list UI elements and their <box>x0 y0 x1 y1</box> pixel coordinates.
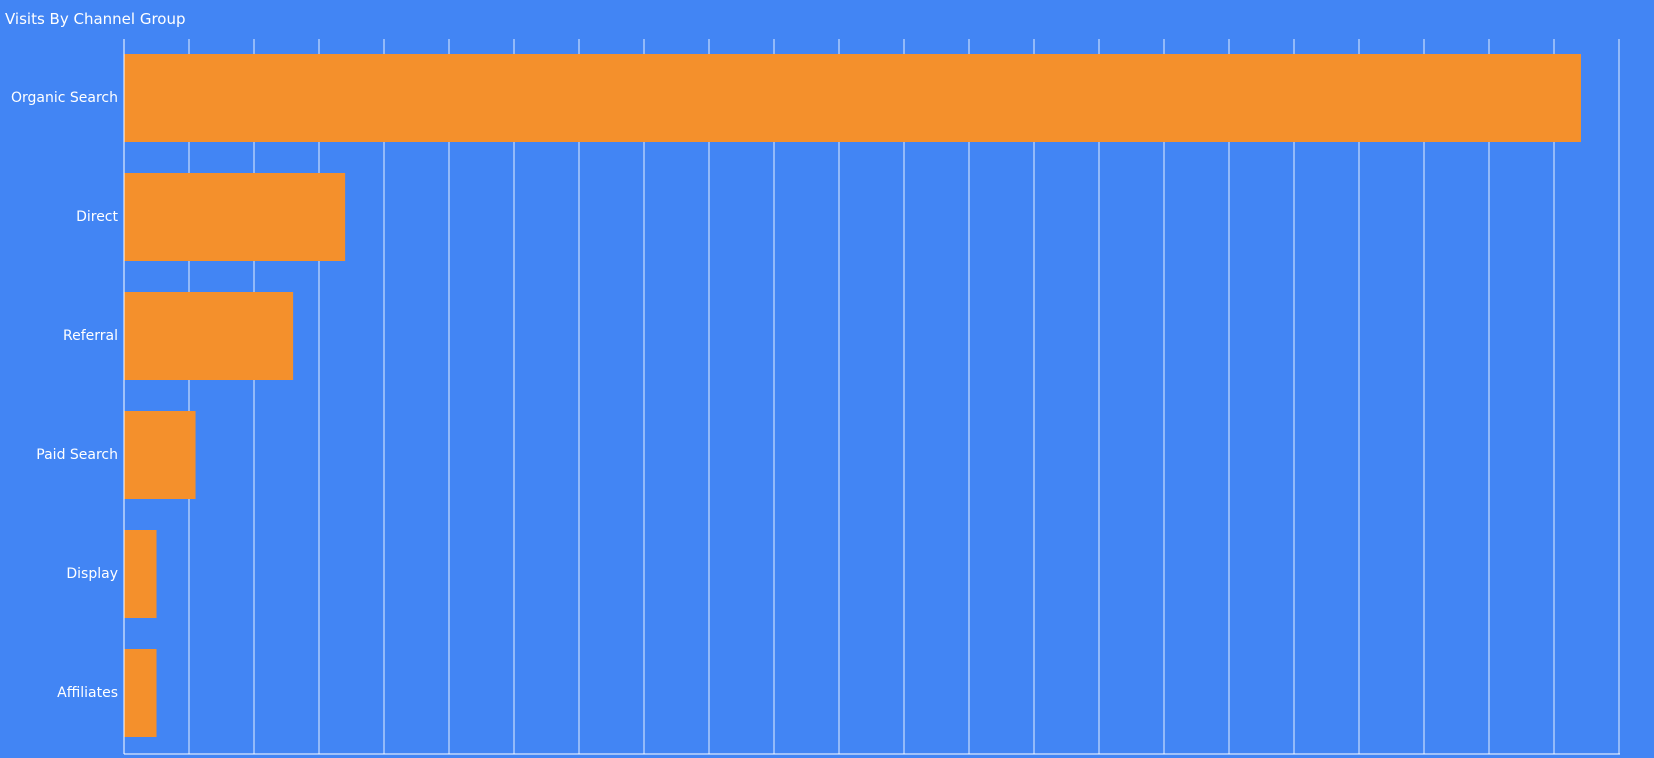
bar-affiliates[interactable] <box>124 649 157 737</box>
bar-paid-search[interactable] <box>124 411 196 499</box>
chart-title: Visits By Channel Group <box>5 10 186 28</box>
category-label-display: Display <box>66 566 118 582</box>
grid-layer <box>124 39 1620 755</box>
bar-direct[interactable] <box>124 173 346 261</box>
category-label-referral: Referral <box>63 328 118 344</box>
category-label-direct: Direct <box>76 209 118 225</box>
category-label-layer: Organic Search Direct Referral Paid Search D… <box>11 90 119 701</box>
category-label-affiliates: Affiliates <box>57 685 118 701</box>
category-label-organic-search: Organic Search <box>11 90 118 106</box>
bar-organic-search[interactable] <box>124 54 1581 142</box>
bar-display[interactable] <box>124 530 157 618</box>
category-label-paid-search: Paid Search <box>36 447 118 463</box>
bar-layer <box>124 54 1581 737</box>
bar-referral[interactable] <box>124 292 294 380</box>
